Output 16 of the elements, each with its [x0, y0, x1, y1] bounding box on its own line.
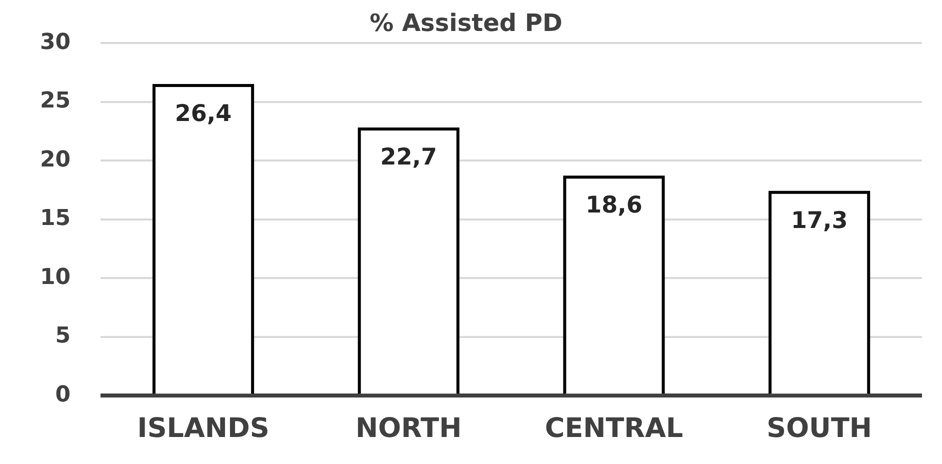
y-tick-label: 15	[40, 206, 71, 232]
x-tick-label: CENTRAL	[544, 412, 684, 444]
y-tick-label: 25	[40, 88, 71, 114]
x-tick-label: SOUTH	[766, 412, 872, 444]
y-tick-label: 5	[55, 324, 71, 349]
y-tick-label: 30	[40, 30, 71, 55]
data-label: 17,3	[790, 208, 848, 234]
x-tick-label: NORTH	[356, 412, 462, 444]
y-tick-label: 20	[40, 147, 71, 172]
y-tick-label: 0	[55, 382, 71, 408]
data-label: 18,6	[586, 192, 642, 219]
y-tick-label: 10	[40, 264, 71, 290]
x-tick-label: ISLANDS	[137, 412, 270, 444]
data-label: 26,4	[174, 100, 232, 127]
chart-title: % Assisted PD	[370, 9, 562, 38]
data-label: 22,7	[380, 144, 438, 170]
